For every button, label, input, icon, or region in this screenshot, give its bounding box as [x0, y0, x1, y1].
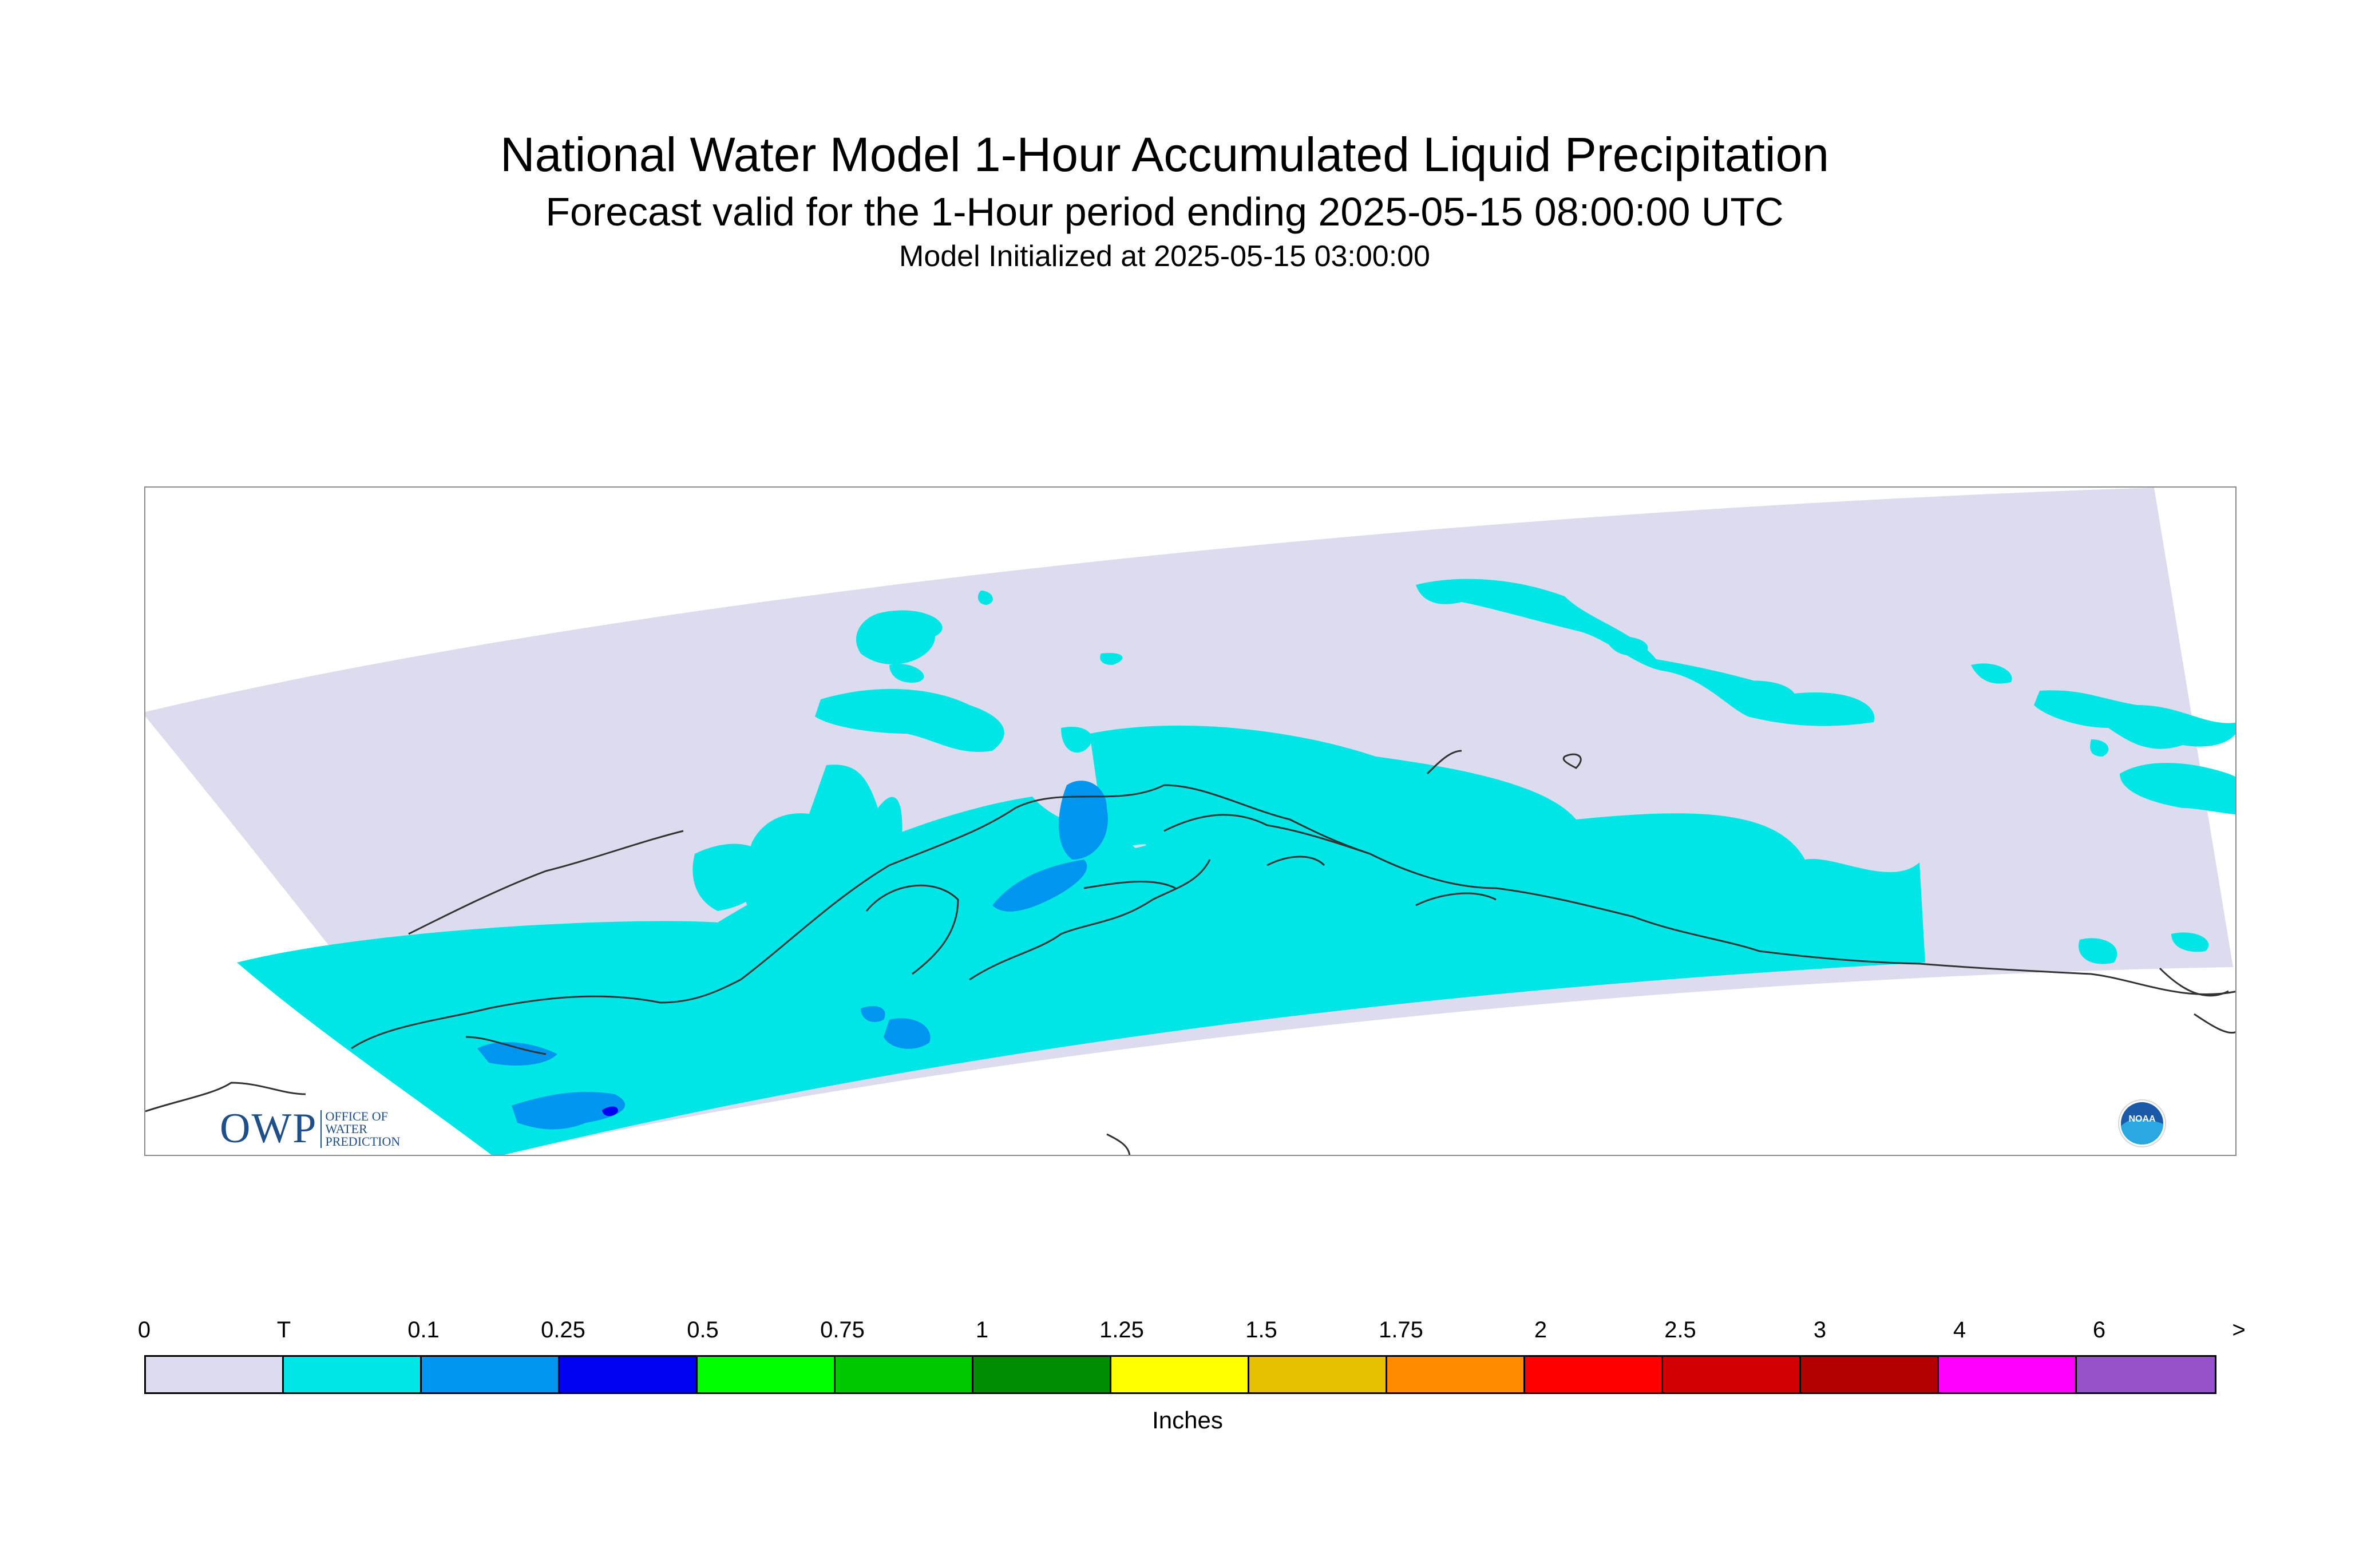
- legend-tick-label: 1.75: [1379, 1317, 1423, 1343]
- precipitation-map: [144, 486, 2237, 1156]
- trace-precip-areas: [237, 579, 2235, 1155]
- legend-tick-label: 0.25: [541, 1317, 585, 1343]
- legend-tick-label: 0: [137, 1317, 151, 1343]
- legend-tick-label: 0.5: [687, 1317, 719, 1343]
- colorbar-swatch-10: [1525, 1357, 1663, 1392]
- legend-tick-label: 2: [1534, 1317, 1547, 1343]
- legend-units-label: Inches: [1152, 1407, 1223, 1434]
- colorbar-swatch-14: [2077, 1357, 2215, 1392]
- model-initialized-subtitle: Model Initialized at 2025-05-15 03:00:00: [899, 240, 1430, 273]
- colorbar-swatch-9: [1387, 1357, 1525, 1392]
- legend-tick-label: 0.1: [407, 1317, 440, 1343]
- colorbar-swatch-7: [1111, 1357, 1249, 1392]
- map-title: National Water Model 1-Hour Accumulated …: [500, 128, 1830, 181]
- legend-tick-label: 6: [2092, 1317, 2106, 1343]
- legend-tick-label: 1.25: [1099, 1317, 1144, 1343]
- colorbar-swatch-2: [422, 1357, 560, 1392]
- colorbar-swatch-3: [560, 1357, 698, 1392]
- legend-tick-label: 1.5: [1245, 1317, 1277, 1343]
- colorbar-swatch-4: [698, 1357, 836, 1392]
- colorbar-swatch-13: [1939, 1357, 2077, 1392]
- colorbar-swatch-8: [1249, 1357, 1387, 1392]
- owp-logo: OWP OFFICE OF WATER PREDICTION: [220, 1104, 400, 1153]
- colorbar-swatch-1: [284, 1357, 422, 1392]
- legend-tick-label: 2.5: [1664, 1317, 1696, 1343]
- owp-logo-letters: OWP: [220, 1105, 318, 1152]
- legend-tick-label: T: [276, 1317, 291, 1343]
- colorbar-swatch-0: [146, 1357, 284, 1392]
- noaa-logo-text: NOAA: [2128, 1114, 2156, 1124]
- legend-tick-label: 3: [1813, 1317, 1827, 1343]
- coastline: [145, 750, 2235, 1155]
- owp-logo-subtext: OFFICE OF WATER PREDICTION: [320, 1110, 400, 1148]
- legend-tick-label: 0.75: [820, 1317, 865, 1343]
- legend-tick-label: 1: [975, 1317, 989, 1343]
- colorbar-swatch-5: [836, 1357, 973, 1392]
- forecast-valid-subtitle: Forecast valid for the 1-Hour period end…: [545, 189, 1784, 234]
- light-precip-areas: [477, 781, 1108, 1130]
- moderate-precip-areas: [602, 1106, 618, 1116]
- colorbar-swatch-12: [1801, 1357, 1939, 1392]
- colorbar-swatch-6: [973, 1357, 1111, 1392]
- noaa-logo-icon: NOAA: [2118, 1099, 2166, 1147]
- precipitation-colorbar: [144, 1355, 2216, 1394]
- map-canvas: [145, 488, 2235, 1155]
- colorbar-swatch-11: [1663, 1357, 1801, 1392]
- legend-tick-label: >: [2232, 1317, 2246, 1343]
- legend-tick-label: 4: [1953, 1317, 1966, 1343]
